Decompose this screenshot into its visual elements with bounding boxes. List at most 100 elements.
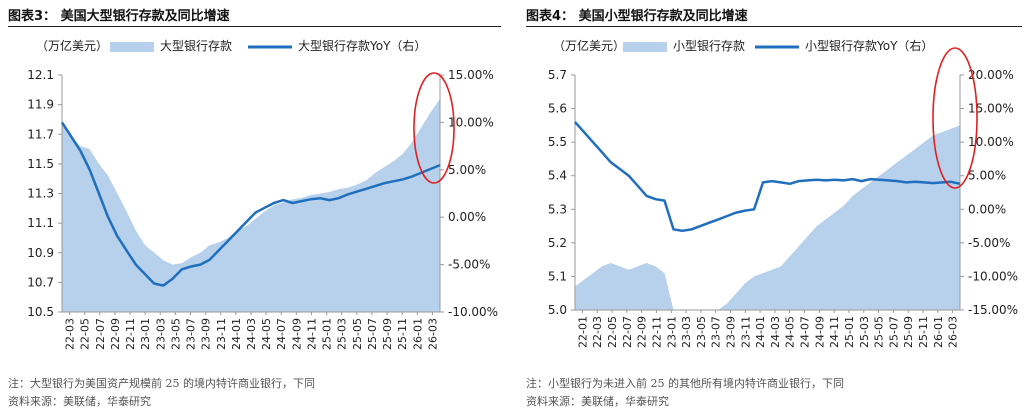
left-tick-label: 5.5: [548, 135, 567, 149]
x-tick-label: 23-03: [154, 318, 167, 350]
x-tick-label: 24-03: [245, 318, 258, 350]
unit-label: （万亿美元）: [36, 38, 108, 53]
right-tick-label: -15.00%: [968, 303, 1018, 317]
legend-area-label: 小型银行存款: [673, 39, 745, 53]
left-tick-label: 5.3: [548, 202, 567, 216]
x-tick-label: 24-05: [260, 318, 273, 350]
left-tick-label: 5.6: [548, 102, 567, 116]
x-tick-label: 25-01: [321, 318, 334, 350]
right-tick-label: 0.00%: [968, 202, 1006, 216]
x-tick-label: 25-09: [381, 318, 394, 350]
left-tick-label: 10.5: [27, 305, 54, 319]
highlight-ellipse: [932, 47, 978, 189]
x-tick-label: 25-03: [858, 316, 871, 348]
right-tick-label: 5.00%: [448, 163, 486, 177]
x-tick-label: 22-11: [650, 316, 663, 348]
x-tick-label: 25-07: [887, 316, 900, 348]
right-tick-label: 0.00%: [448, 210, 486, 224]
x-tick-label: 23-09: [200, 318, 213, 350]
figure4-label: 图表4：: [526, 9, 575, 24]
x-tick-label: 23-03: [680, 316, 693, 348]
x-tick-label: 22-03: [64, 318, 77, 350]
x-tick-label: 25-05: [873, 316, 886, 348]
figure4-title-text: 美国小型银行存款及同比增速: [578, 9, 748, 24]
x-tick-label: 25-11: [917, 316, 930, 348]
x-tick-label: 22-09: [109, 318, 122, 350]
left-tick-label: 5.4: [548, 169, 567, 183]
x-tick-label: 24-07: [275, 318, 288, 350]
x-tick-label: 24-03: [769, 316, 782, 348]
legend-1: （万亿美元） 小型银行存款 小型银行存款YoY（右）: [553, 38, 933, 53]
x-tick-label: 23-01: [665, 316, 678, 348]
legend-area-swatch: [623, 42, 667, 52]
left-tick-label: 12.1: [27, 68, 54, 82]
legend-line-label: 大型银行存款YoY（右）: [298, 38, 426, 53]
x-tick-label: 24-11: [828, 316, 841, 348]
x-tick-label: 25-07: [366, 318, 379, 350]
x-tick-label: 25-05: [351, 318, 364, 350]
left-note: 注：大型银行为美国资产规模前 25 的境内特许商业银行，下同: [8, 377, 315, 390]
right-note: 注：小型银行为未进入前 25 的其他所有境内特许商业银行，下同: [526, 377, 844, 390]
x-tick-label: 22-03: [591, 316, 604, 348]
x-tick-label: 23-11: [215, 318, 228, 350]
right-tick-label: 5.00%: [968, 169, 1006, 183]
right-tick-label: 15.00%: [448, 68, 494, 82]
x-tick-label: 22-07: [621, 316, 634, 348]
figure3-title-rule: [8, 26, 501, 27]
line-series-yoy: [60, 121, 441, 287]
x-tick-label: 26-03: [426, 318, 439, 350]
left-tick-label: 11.1: [27, 216, 54, 230]
x-tick-label: 23-05: [695, 316, 708, 348]
x-tick-label: 25-09: [902, 316, 915, 348]
legend-area-label: 大型银行存款: [160, 39, 232, 53]
x-tick-label: 22-01: [576, 316, 589, 348]
right-tick-label: -10.00%: [448, 305, 498, 319]
area-series-deposits: [62, 98, 440, 312]
right-source: 资料来源：美联储，华泰研究: [526, 395, 669, 408]
x-tick-label: 24-09: [813, 316, 826, 348]
large-bank-deposits-chart: （万亿美元） 大型银行存款 大型银行存款YoY（右） 12.1 11.9 11.7 11.5…: [27, 38, 498, 350]
x-tick-label: 26-01: [932, 316, 945, 348]
small-bank-deposits-chart: （万亿美元） 小型银行存款 小型银行存款YoY（右） 5.7 5.6 5.5 5.4 5.3 5…: [548, 38, 1018, 348]
x-tick-label: 24-07: [799, 316, 812, 348]
figure3-title-text: 美国大型银行存款及同比增速: [60, 9, 230, 24]
figure4-title: 图表4： 美国小型银行存款及同比增速: [526, 5, 748, 24]
x-tick-label: 25-03: [336, 318, 349, 350]
left-source: 资料来源：美联储，华泰研究: [8, 395, 151, 408]
x-tick-label: 26-01: [411, 318, 424, 350]
left-tick-label: 11.5: [27, 157, 54, 171]
figure3-title: 图表3： 美国大型银行存款及同比增速: [8, 5, 230, 24]
x-tick-label: 22-11: [124, 318, 137, 350]
left-tick-label: 10.9: [27, 246, 54, 260]
x-tick-label: 24-01: [754, 316, 767, 348]
x-tick-label: 22-09: [636, 316, 649, 348]
x-tick-label: 22-07: [94, 318, 107, 350]
right-tick-label: -10.00%: [968, 269, 1018, 283]
left-tick-label: 11.7: [27, 127, 54, 141]
right-tick-label: -5.00%: [448, 258, 490, 272]
right-tick-label: 10.00%: [968, 135, 1014, 149]
x-tick-label: 22-05: [606, 316, 619, 348]
left-tick-label: 5.2: [548, 236, 567, 250]
x-tick-label: 23-05: [169, 318, 182, 350]
left-tick-label: 5.1: [548, 269, 567, 283]
unit-label: （万亿美元）: [553, 38, 625, 53]
area-series-deposits: [575, 125, 960, 311]
line-series-yoy: [574, 121, 961, 233]
right-tick-label: 15.00%: [968, 102, 1014, 116]
x-tick-label: 24-11: [305, 318, 318, 350]
x-tick-label: 23-09: [724, 316, 737, 348]
x-tick-label: 25-01: [843, 316, 856, 348]
x-tick-label: 24-09: [290, 318, 303, 350]
legend-0: （万亿美元） 大型银行存款 大型银行存款YoY（右）: [36, 38, 426, 53]
figure4-title-rule: [526, 26, 1022, 27]
x-tick-label: 22-05: [79, 318, 92, 350]
x-tick-label: 23-11: [739, 316, 752, 348]
x-tick-label: 23-07: [710, 316, 723, 348]
x-tick-label: 24-01: [230, 318, 243, 350]
left-tick-label: 11.9: [27, 98, 54, 112]
left-tick-label: 5.0: [548, 303, 567, 317]
left-tick-label: 5.7: [548, 68, 567, 82]
x-tick-label: 25-11: [396, 318, 409, 350]
